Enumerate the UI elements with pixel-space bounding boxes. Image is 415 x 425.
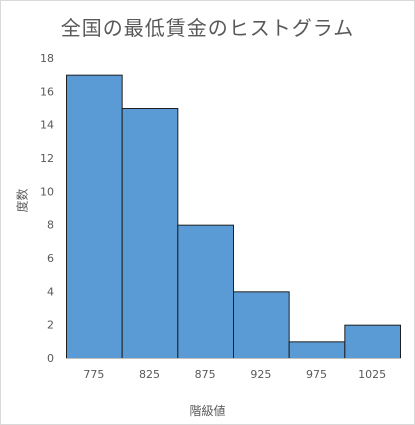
bar-875 bbox=[177, 224, 234, 359]
bar-825 bbox=[121, 108, 179, 359]
y-tick-label: 14 bbox=[40, 119, 54, 132]
y-tick-label: 12 bbox=[40, 152, 54, 165]
y-tick-label: 6 bbox=[47, 252, 54, 265]
y-tick-label: 8 bbox=[47, 219, 54, 232]
bar-925 bbox=[233, 291, 290, 360]
y-tick-label: 16 bbox=[40, 85, 54, 98]
bar-975 bbox=[288, 341, 346, 360]
y-tick-label: 0 bbox=[47, 352, 54, 365]
x-axis-title: 階級値 bbox=[189, 404, 226, 418]
bar-775 bbox=[66, 74, 123, 360]
chart-title: 全国の最低賃金のヒストグラム bbox=[60, 16, 355, 40]
bar-1025 bbox=[344, 324, 402, 359]
x-tick-label: 875 bbox=[195, 368, 216, 381]
x-tick-label: 775 bbox=[83, 368, 104, 381]
x-tick-label: 925 bbox=[250, 368, 271, 381]
y-tick-label: 4 bbox=[47, 285, 54, 298]
x-tick-label: 1025 bbox=[358, 368, 386, 381]
y-tick-label: 18 bbox=[40, 52, 54, 65]
x-tick-label: 975 bbox=[306, 368, 327, 381]
y-tick-label: 2 bbox=[47, 319, 54, 332]
y-axis-title: 度数 bbox=[15, 188, 30, 213]
y-tick-label: 10 bbox=[40, 185, 54, 198]
x-tick-label: 825 bbox=[139, 368, 160, 381]
